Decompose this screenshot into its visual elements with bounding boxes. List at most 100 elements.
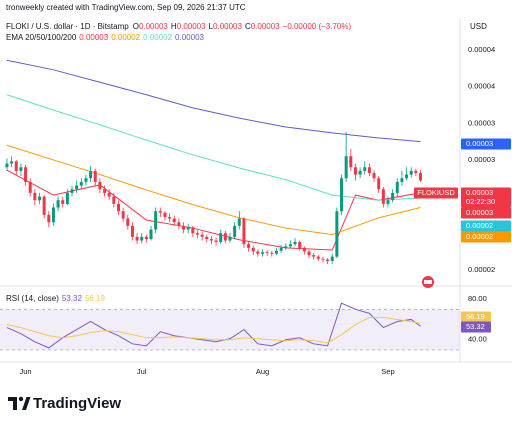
candle-body xyxy=(89,170,93,179)
candle-body xyxy=(321,258,325,260)
candle-body xyxy=(242,218,246,245)
watermark: tronweekly created with TradingView.com,… xyxy=(6,3,246,12)
rsi-tick-label: 40.00 xyxy=(468,335,487,344)
candle-body xyxy=(79,181,83,186)
rsi-legend-value: 53.32 xyxy=(62,294,83,303)
rsi-badge: 53.32 xyxy=(466,322,485,331)
candle-body xyxy=(419,173,423,181)
candle-body xyxy=(414,170,418,174)
logo-dot xyxy=(18,396,24,402)
logo-slash xyxy=(22,397,31,410)
logo-mark xyxy=(8,397,17,410)
legend-ohlc-key: O xyxy=(133,22,139,31)
candle-body xyxy=(274,250,278,254)
brand: TradingView xyxy=(33,395,121,412)
price-badge: 0.00002 xyxy=(466,232,493,241)
x-tick-label: Aug xyxy=(256,367,269,376)
candle-body xyxy=(182,225,186,230)
flag-icon xyxy=(422,276,434,288)
candle-body xyxy=(214,240,218,242)
price-badge-bg xyxy=(461,231,511,243)
candle-body xyxy=(298,241,302,248)
price-badge-bg xyxy=(461,220,511,232)
rsi-badge-bg xyxy=(461,321,491,333)
rsi-legend-value: 56.19 xyxy=(85,294,106,303)
candle-body xyxy=(191,227,195,234)
candle-body xyxy=(288,244,292,247)
ema-line xyxy=(6,59,421,143)
candle-body xyxy=(335,211,339,257)
price-badge: 0.00003 xyxy=(466,139,493,148)
rsi-legend-title: RSI (14, close) xyxy=(6,294,59,303)
rsi-band xyxy=(0,309,460,350)
candle-body xyxy=(186,227,190,230)
candle-body xyxy=(47,214,51,223)
candle-body xyxy=(237,218,241,226)
x-tick-label: Jun xyxy=(20,367,32,376)
candle-body xyxy=(177,222,181,226)
legend-ohlc-value: 0.00003 xyxy=(213,22,242,31)
candle-body xyxy=(24,167,28,182)
candle-body xyxy=(400,178,404,182)
candle-body xyxy=(70,189,74,193)
y-tick-label: 0.00004 xyxy=(468,82,495,91)
candle-body xyxy=(195,233,199,235)
price-badge: 0.00003 xyxy=(466,188,493,197)
candle-body xyxy=(28,181,32,193)
candle-body xyxy=(37,196,41,201)
rsi-badge-bg xyxy=(461,311,491,323)
candle-body xyxy=(358,170,362,175)
candle-body xyxy=(75,185,79,190)
candle-body xyxy=(93,170,97,182)
ema-legend: EMA 20/50/100/200 0.00003 0.00002 0.00002 0.… xyxy=(6,33,205,42)
rsi-tick-label: 80.00 xyxy=(468,294,487,303)
candle-body xyxy=(349,156,353,168)
legend-change: −0.00000 (−3.70%) xyxy=(283,22,352,31)
rsi-line xyxy=(6,316,421,344)
candle-body xyxy=(279,247,283,251)
candle-body xyxy=(172,218,176,223)
candle-body xyxy=(103,189,107,193)
candle-body xyxy=(247,244,251,248)
candle-body xyxy=(126,218,130,226)
x-tick-label: Jul xyxy=(137,367,147,376)
candle-body xyxy=(42,196,46,215)
ema-legend-label: EMA 20/50/100/200 xyxy=(6,33,77,42)
candle-body xyxy=(163,212,167,218)
x-tick-label: Sep xyxy=(381,367,394,376)
ema-legend-value: 0.00002 xyxy=(143,33,172,42)
candle-body xyxy=(98,181,102,190)
symbol-tag: FLOKIUSD xyxy=(417,188,455,197)
candle-body xyxy=(209,239,213,241)
y-tick-label: 0.00002 xyxy=(468,265,495,274)
candle-body xyxy=(205,236,209,240)
legend-ohlc-key: C xyxy=(245,22,251,31)
candle-body xyxy=(377,178,381,190)
candle-body xyxy=(135,236,139,241)
candle-body xyxy=(270,252,274,254)
candle-body xyxy=(223,233,227,241)
candle-body xyxy=(84,178,88,182)
flag-stripe xyxy=(424,280,432,284)
symbol-tag-bg xyxy=(414,187,458,199)
y-tick-label: 0.00003 xyxy=(468,118,495,127)
price-badge-countdown: 02:22:30 xyxy=(466,197,495,206)
candle-body xyxy=(158,211,162,213)
candle-body xyxy=(381,189,385,204)
candle-body xyxy=(391,192,395,201)
candle-body xyxy=(302,247,306,252)
candle-body xyxy=(107,192,111,197)
price-badge-bg xyxy=(461,187,511,208)
candle-body xyxy=(14,161,18,171)
rsi-badge: 56.19 xyxy=(466,312,485,321)
candle-body xyxy=(405,174,409,179)
candle-body xyxy=(168,217,172,219)
candle-body xyxy=(121,211,125,219)
candle-body xyxy=(5,163,9,168)
brand-logo xyxy=(8,396,31,410)
legend-ohlc-value: 0.00003 xyxy=(177,22,206,31)
ema-line xyxy=(6,169,421,251)
candle-body xyxy=(284,246,288,248)
